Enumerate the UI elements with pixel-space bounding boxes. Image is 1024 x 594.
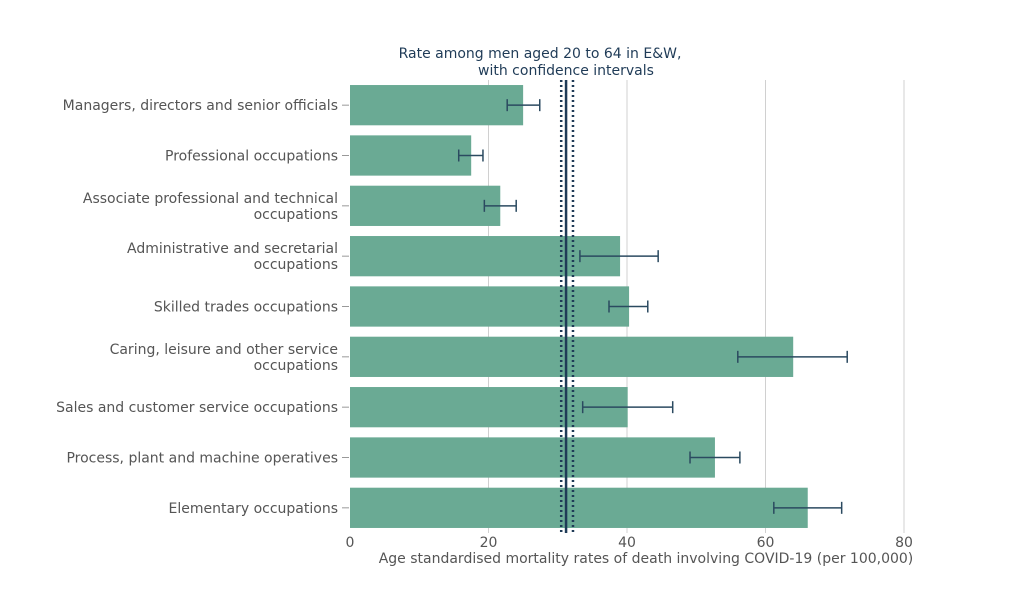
category-label-line: Sales and customer service occupations — [56, 400, 338, 416]
category-label-line: occupations — [254, 358, 338, 374]
category-label-line: occupations — [254, 257, 338, 273]
x-tick-label: 40 — [618, 535, 636, 551]
category-label: Process, plant and machine operatives — [66, 451, 338, 467]
x-tick-label: 0 — [346, 535, 355, 551]
bar — [350, 135, 472, 176]
reference-annotation-line-2: with confidence intervals — [478, 63, 654, 79]
bar — [350, 387, 628, 428]
bar — [350, 487, 808, 528]
category-label: Administrative and secretarial occupation… — [127, 241, 338, 273]
bar — [350, 85, 524, 126]
category-label-line: Associate professional and technical — [83, 191, 338, 207]
bar — [350, 437, 715, 478]
x-tick-label: 60 — [757, 535, 775, 551]
x-tick-label: 80 — [895, 535, 913, 551]
category-label-line: Skilled trades occupations — [154, 300, 338, 316]
category-label-line: Process, plant and machine operatives — [66, 451, 338, 467]
category-label: Managers, directors and senior officials — [63, 98, 338, 114]
category-label: Associate professional and technical occu… — [83, 191, 338, 223]
category-label-line: Elementary occupations — [169, 501, 338, 517]
category-label: Elementary occupations — [169, 501, 338, 517]
x-tick-label: 20 — [480, 535, 498, 551]
category-label: Skilled trades occupations — [154, 300, 338, 316]
reference-annotation-line-1: Rate among men aged 20 to 64 in E&W, — [399, 46, 682, 62]
category-label: Sales and customer service occupations — [56, 400, 338, 416]
category-label-line: Caring, leisure and other service — [110, 342, 338, 358]
x-tick-labels: 0 20 40 60 80 — [346, 535, 913, 551]
error-bars — [457, 99, 848, 514]
bar — [350, 286, 630, 327]
category-ticks — [342, 104, 349, 509]
category-label-line: Administrative and secretarial — [127, 241, 338, 257]
bar — [350, 336, 794, 377]
category-label-line: Professional occupations — [165, 149, 338, 165]
category-label: Professional occupations — [165, 149, 338, 165]
bars — [350, 85, 808, 528]
reference-lines — [559, 80, 575, 533]
x-axis-title: Age standardised mortality rates of deat… — [379, 551, 914, 567]
bar — [350, 185, 501, 226]
bar — [350, 236, 621, 277]
category-label: Caring, leisure and other service occupat… — [110, 342, 338, 374]
category-labels: Managers, directors and senior officials… — [56, 98, 338, 517]
category-label-line: occupations — [254, 207, 338, 223]
category-label-line: Managers, directors and senior officials — [63, 98, 338, 114]
